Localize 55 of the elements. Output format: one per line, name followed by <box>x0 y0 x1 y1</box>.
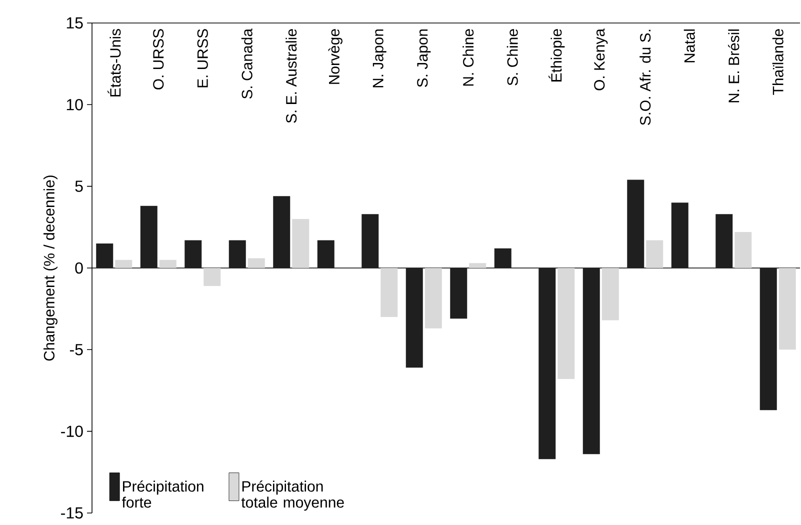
bar <box>159 260 176 268</box>
bar <box>760 268 777 410</box>
bar <box>406 268 423 368</box>
bar <box>424 268 442 328</box>
bar <box>646 240 664 268</box>
x-tick-label: Norvège <box>328 29 342 84</box>
bar <box>716 214 733 268</box>
bar <box>602 268 619 320</box>
legend-label: Précipitation totale moyenne <box>241 480 344 511</box>
bar <box>582 268 600 454</box>
bar <box>734 232 752 268</box>
bar <box>292 218 310 268</box>
legend-label: Précipitation forte <box>122 480 204 508</box>
bar <box>248 258 265 268</box>
bar <box>538 268 556 460</box>
y-tick-label: -5 <box>70 344 83 356</box>
bar <box>450 268 468 319</box>
y-tick-label: 0 <box>75 262 83 274</box>
bar <box>204 268 221 286</box>
x-tick-label: S. Japon <box>417 29 431 87</box>
x-tick-label: États-Unis <box>108 29 121 96</box>
bar <box>273 196 290 268</box>
bar <box>494 248 512 268</box>
x-tick-label: S. E. Australie <box>286 29 297 123</box>
x-tick-label: Éthiopie <box>548 29 565 82</box>
bar <box>627 180 644 268</box>
x-tick-label: E. URSS <box>197 29 208 88</box>
x-tick-label: Natal <box>684 29 695 62</box>
x-tick-label: Thaïlande <box>772 29 784 95</box>
y-axis-title: Changement (% / decennie) <box>44 176 58 361</box>
x-tick-label: S. Canada <box>241 28 252 99</box>
x-tick-label: S. Chine <box>506 29 518 86</box>
y-tick-label: 15 <box>66 17 83 29</box>
bar <box>228 240 246 268</box>
bar <box>115 260 132 268</box>
bar <box>671 202 688 268</box>
bar <box>317 240 334 268</box>
bar <box>380 268 398 317</box>
x-tick-label: N. Chine <box>462 29 474 86</box>
x-tick-label: S.O. Afr. du S. <box>640 30 651 126</box>
y-tick-label: 5 <box>75 180 83 192</box>
bar <box>140 206 158 268</box>
bar <box>184 240 202 268</box>
x-tick-label: N. Japon <box>372 29 386 88</box>
bar <box>96 243 114 268</box>
bar <box>558 268 575 380</box>
x-tick-label: O. Kenya <box>594 28 608 90</box>
bar <box>362 214 379 268</box>
y-tick-label: -10 <box>61 426 83 437</box>
x-tick-label: O. URSS <box>153 29 164 90</box>
x-tick-label: N. E. Brésil <box>728 29 740 102</box>
y-tick-label: -15 <box>61 507 83 519</box>
y-tick-label: 10 <box>66 99 83 110</box>
bar <box>469 263 486 268</box>
bar <box>778 268 796 350</box>
